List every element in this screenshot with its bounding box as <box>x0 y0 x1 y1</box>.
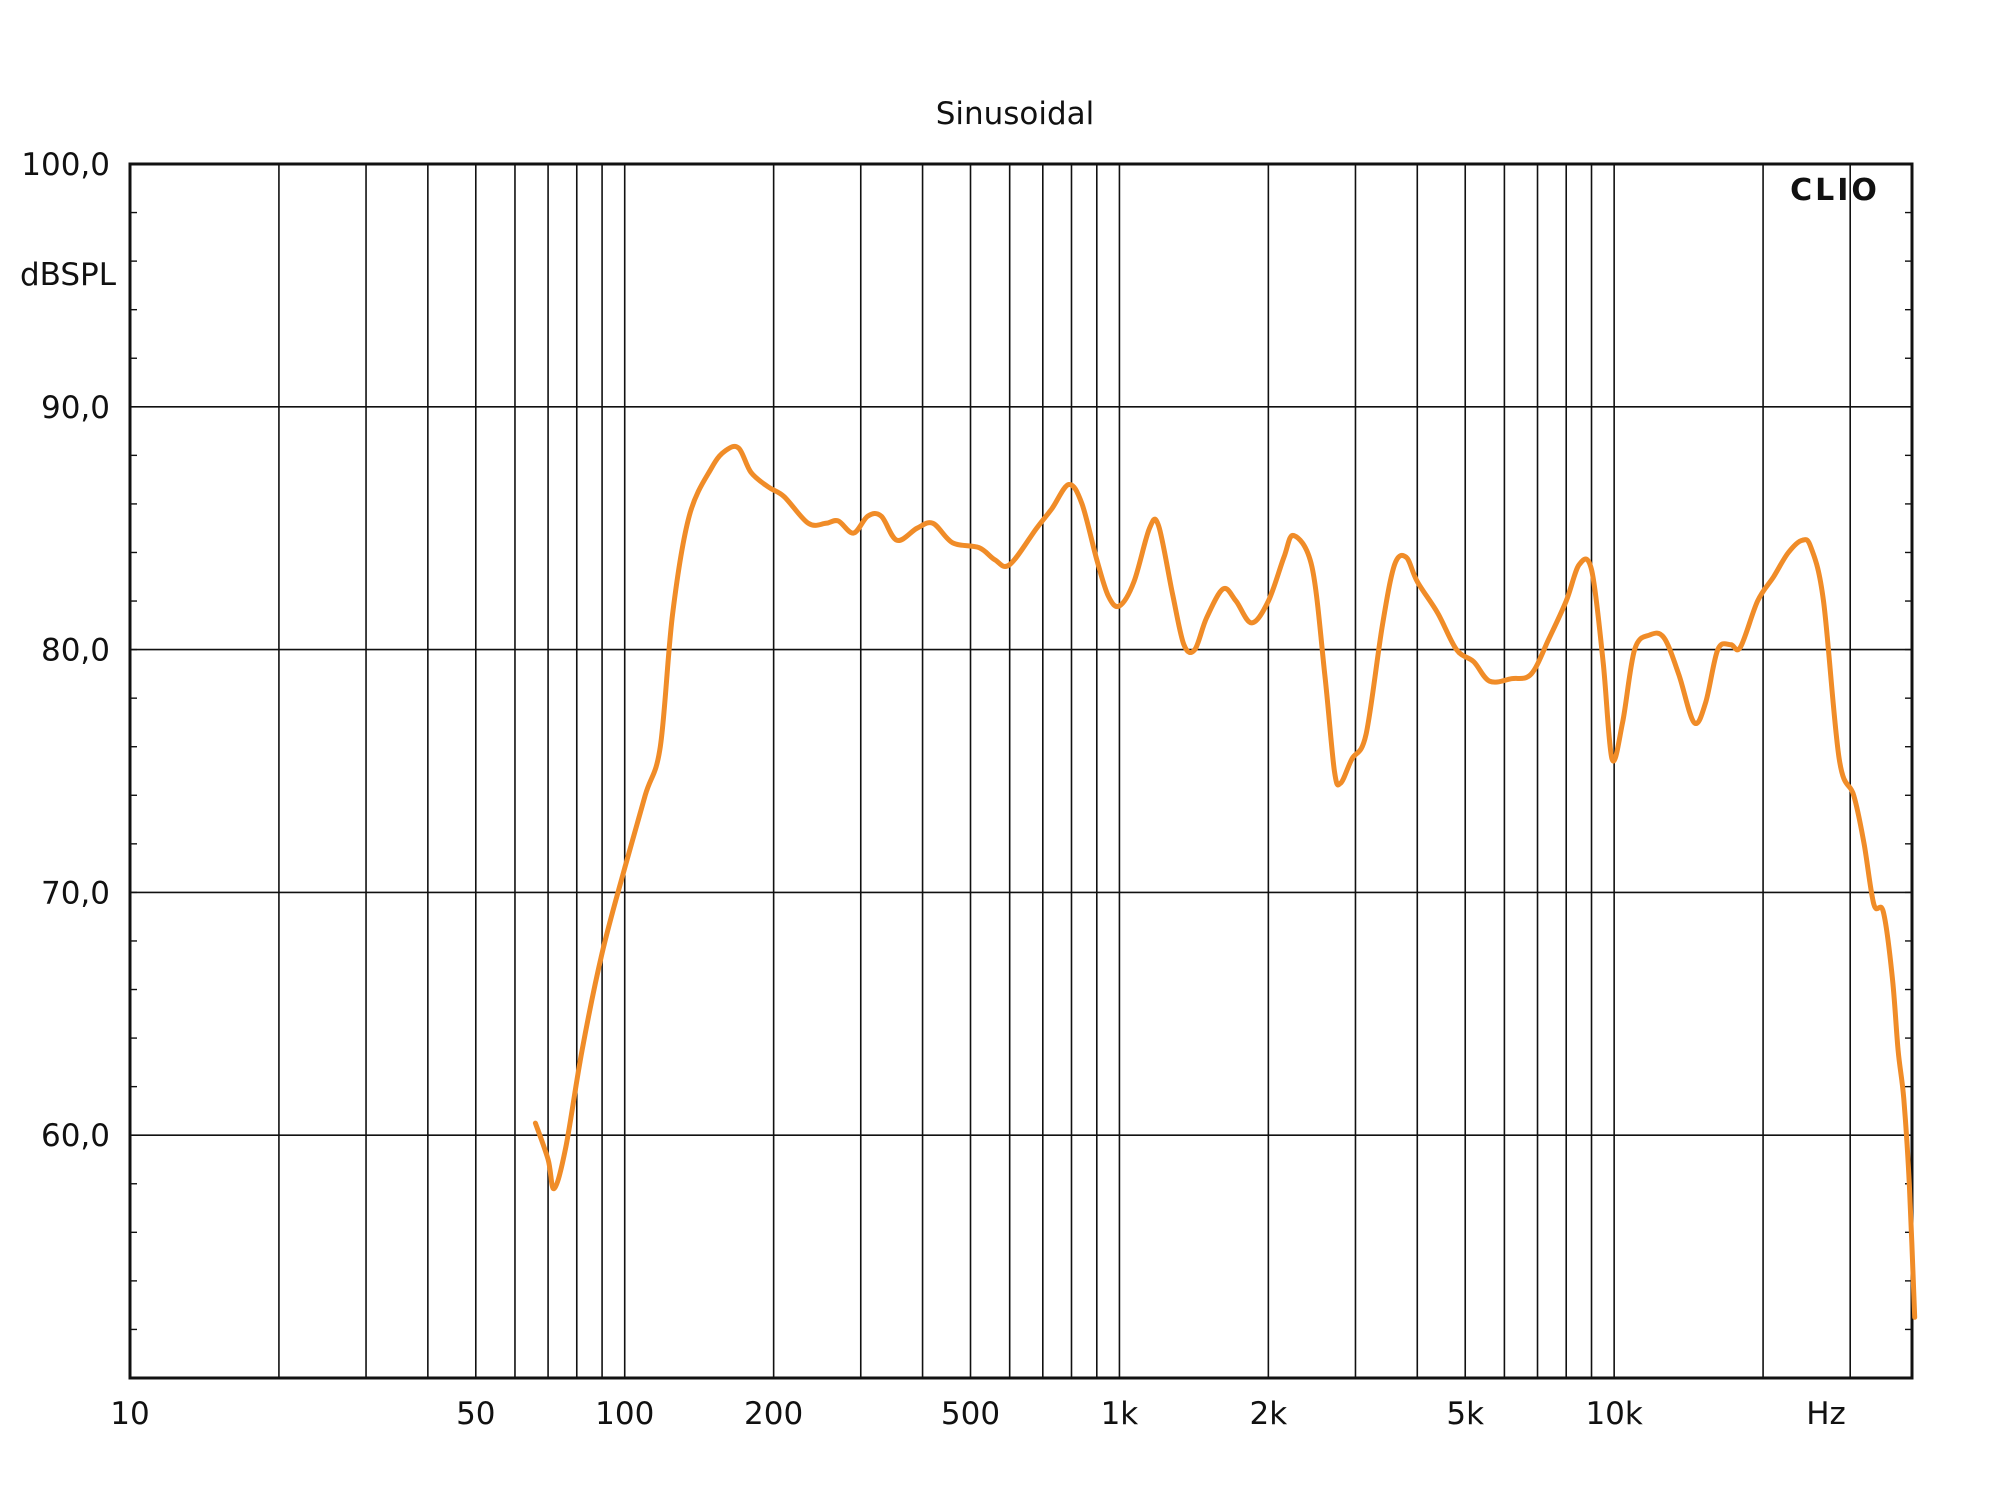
x-tick-label: 50 <box>456 1396 495 1432</box>
y-tick-labels: 100,0 90,0 80,0 70,0 60,0 <box>21 147 110 1154</box>
x-tick-label: 200 <box>744 1396 803 1432</box>
y-tick-label: 80,0 <box>41 633 110 669</box>
y-tick-label: 70,0 <box>41 875 110 911</box>
x-tick-label: 500 <box>941 1396 1000 1432</box>
y-tick-label: 60,0 <box>41 1118 110 1154</box>
x-tick-label: 1k <box>1101 1396 1139 1432</box>
plot-frame <box>128 162 1914 1380</box>
y-tick-label: 100,0 <box>21 147 110 183</box>
chart-title: Sinusoidal <box>936 96 1095 132</box>
clio-logo: CLIO <box>1790 173 1880 208</box>
x-tick-label: 2k <box>1250 1396 1288 1432</box>
x-tick-label: 5k <box>1446 1396 1484 1432</box>
grid-lines <box>130 164 1912 1378</box>
y-tick-label: 90,0 <box>41 390 110 426</box>
x-tick-label: 100 <box>595 1396 654 1432</box>
x-tick-labels: 10 50 100 200 500 1k 2k 5k 10k <box>110 1396 1643 1432</box>
x-tick-label: 10k <box>1585 1396 1642 1432</box>
y-axis-label: dBSPL <box>20 257 117 293</box>
series-line-response <box>532 443 1918 1320</box>
x-tick-label: 10 <box>110 1396 149 1432</box>
x-axis-unit-label: Hz <box>1806 1396 1846 1432</box>
